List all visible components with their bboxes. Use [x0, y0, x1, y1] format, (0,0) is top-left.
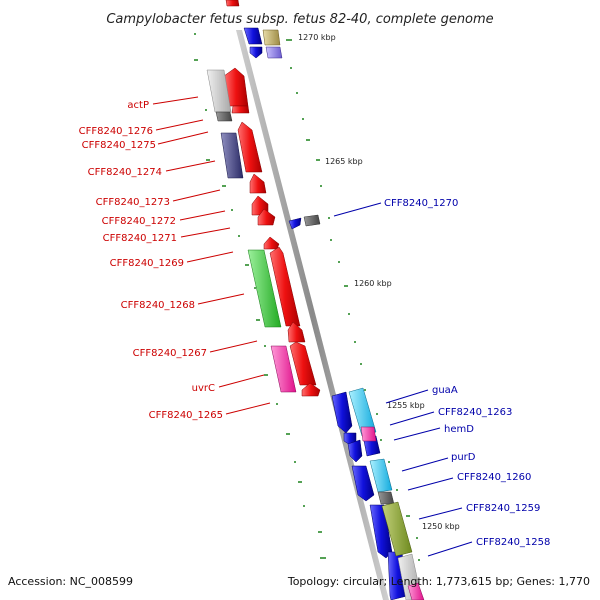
- gene-box: [369, 458, 393, 493]
- gene-box: [360, 426, 377, 442]
- gene-label: CFF8240_1258: [476, 537, 550, 548]
- scale-dots-left: [194, 33, 326, 559]
- gene-arrow: [225, 0, 240, 7]
- gene-label: CFF8240_1269: [110, 258, 184, 269]
- gene-arrow: [331, 391, 353, 434]
- gene-label: guaA: [432, 385, 458, 396]
- gene-label: CFF8240_1267: [133, 348, 207, 359]
- gene-label: CFF8240_1276: [79, 126, 153, 137]
- scale-label: 1265 kbp: [325, 157, 363, 166]
- right-gene-labels: CFF8240_1270 guaA CFF8240_1263 hemD purD…: [384, 198, 550, 548]
- gene-arrow: [301, 382, 321, 397]
- gene-label: CFF8240_1272: [102, 216, 176, 227]
- scale-labels: 1270 kbp 1265 kbp 1260 kbp 1255 kbp 1250…: [298, 33, 460, 531]
- gene-label: CFF8240_1259: [466, 503, 540, 514]
- gene-arrow: [351, 465, 375, 502]
- gene-label: actP: [127, 100, 149, 111]
- gene-label: CFF8240_1270: [384, 198, 458, 209]
- scale-label: 1270 kbp: [298, 33, 336, 42]
- gene-box: [220, 132, 244, 179]
- colored-gene-boxes: [206, 29, 425, 600]
- gene-arrow: [347, 439, 363, 463]
- scale-dots-right: [286, 39, 420, 561]
- gene-arrow: [257, 208, 276, 226]
- gene-box: [265, 46, 283, 59]
- gene-arrow: [263, 236, 280, 250]
- reverse-strand-genes: [223, 0, 321, 397]
- scale-label: 1250 kbp: [422, 522, 460, 531]
- gene-box: [206, 69, 232, 113]
- scale-label: 1260 kbp: [354, 279, 392, 288]
- gene-label: CFF8240_1271: [103, 233, 177, 244]
- left-leader-lines: [152, 96, 271, 415]
- gene-arrow: [231, 105, 250, 114]
- genome-stats-text: Topology: circular; Length: 1,773,615 bp…: [287, 575, 590, 588]
- gene-box: [247, 249, 282, 328]
- gene-label: CFF8240_1275: [82, 140, 156, 151]
- gene-arrow: [249, 46, 263, 59]
- gene-label: CFF8240_1268: [121, 300, 195, 311]
- genome-backbone: [236, 30, 389, 600]
- gene-label: hemD: [444, 424, 474, 435]
- gene-label: CFF8240_1263: [438, 407, 512, 418]
- gene-label: uvrC: [192, 383, 215, 394]
- left-gene-labels: actP CFF8240_1276 CFF8240_1275 CFF8240_1…: [79, 100, 223, 421]
- gene-box: [407, 582, 425, 600]
- gene-arrow: [249, 173, 267, 194]
- gene-label: CFF8240_1274: [88, 167, 162, 178]
- gene-arrow: [287, 321, 306, 343]
- gene-arrow: [237, 121, 263, 173]
- gene-box: [303, 214, 321, 227]
- gene-box: [348, 387, 377, 437]
- gene-box: [270, 345, 297, 393]
- page-title: Campylobacter fetus subsp. fetus 82-40, …: [106, 12, 493, 27]
- accession-text: Accession: NC_008599: [8, 575, 133, 588]
- gene-arrow: [243, 27, 263, 45]
- gene-box: [215, 111, 233, 122]
- gene-box: [377, 491, 395, 505]
- gene-box: [262, 29, 281, 46]
- right-leader-lines: [333, 202, 473, 557]
- gene-box: [381, 501, 413, 557]
- gene-label: CFF8240_1273: [96, 197, 170, 208]
- gene-label: CFF8240_1265: [149, 410, 223, 421]
- gene-arrow: [288, 217, 302, 230]
- gene-arrow: [289, 341, 317, 386]
- scale-label: 1255 kbp: [387, 401, 425, 410]
- gene-label: purD: [451, 452, 476, 463]
- gene-label: CFF8240_1260: [457, 472, 531, 483]
